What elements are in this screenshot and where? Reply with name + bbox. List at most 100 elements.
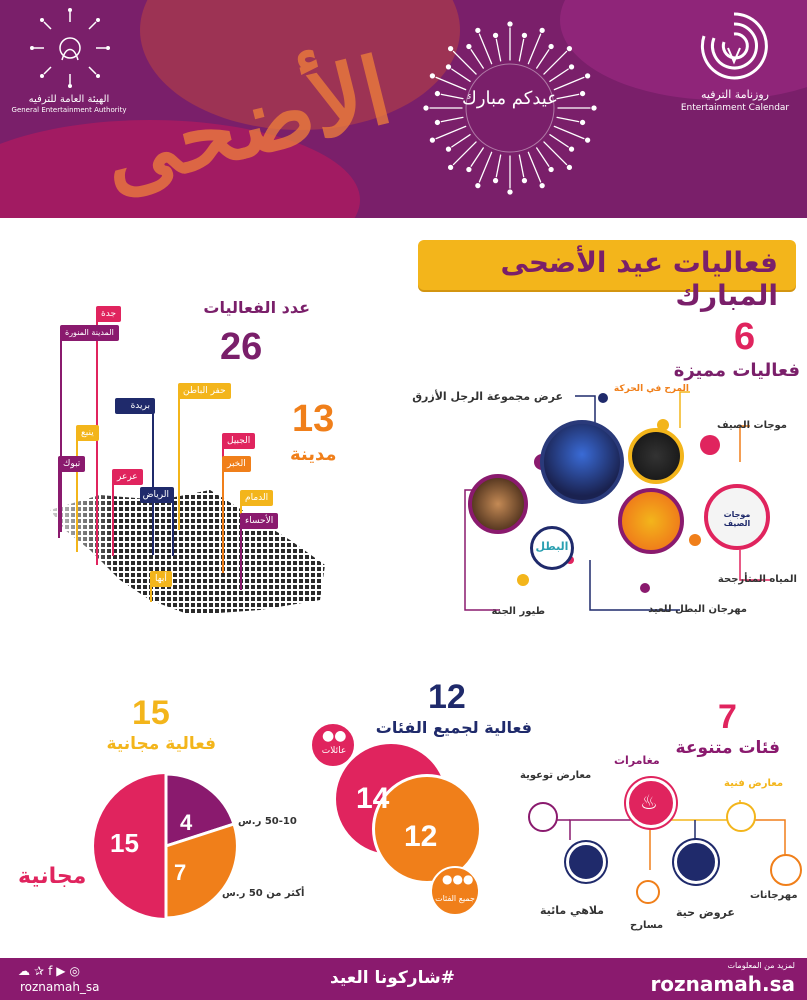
instagram-icon[interactable]: ◎ — [69, 964, 85, 978]
flag-jeddah: جدة — [96, 306, 122, 322]
free-count: 15 — [132, 694, 170, 732]
all-groups-icon: ●●● — [442, 872, 474, 886]
varied-liveshow: عروض حية — [676, 906, 735, 919]
title-banner: فعاليات عيد الأضحى المبارك — [418, 240, 796, 312]
events-count: 26 — [220, 326, 263, 368]
roznamah-logo-icon — [700, 12, 768, 80]
header-banner: الأضحى الهيئة العامة للترفيه General Ent… — [0, 0, 807, 218]
festivals-circle — [770, 854, 802, 886]
site-link[interactable]: roznamah.sa — [650, 972, 795, 996]
featured-fun-circle — [628, 428, 684, 484]
featured-swing-circle — [618, 488, 684, 554]
cities-count: 13 — [292, 398, 335, 440]
pole-buraidah — [152, 405, 154, 555]
calendar-name-en: Entertainment Calendar — [680, 103, 790, 113]
featured-item-summer-waves: موجات الصيف — [717, 420, 787, 431]
pole-ahsa — [240, 520, 242, 590]
free-slice-high-label: أكثر من 50 ر.س — [222, 888, 305, 899]
events-count-label: عدد الفعاليات — [203, 298, 310, 317]
flag-tabuk: تبوك — [58, 456, 86, 472]
featured-wave-thumb-text: موجات الصيف — [723, 510, 751, 528]
flag-arar: عرعر — [112, 469, 143, 485]
flag-yanbu: ينبع — [76, 425, 99, 441]
featured-item-hero: مهرجان البطل للعيد — [648, 604, 747, 615]
eid-firework-icon — [423, 21, 597, 195]
theatres-circle — [636, 880, 660, 904]
pole-riyadh — [172, 494, 174, 556]
varied-waterpark: ملاهي مائية — [540, 904, 604, 917]
all-groups-circle — [372, 774, 482, 884]
liveshow-circle — [674, 840, 718, 884]
adventures-icon: ♨ — [640, 790, 658, 814]
families-icon: ●● — [322, 728, 347, 744]
pole-arar — [112, 476, 114, 556]
varied-art: معارض فنية — [724, 778, 784, 789]
varied-adventures: مغامرات — [614, 754, 660, 767]
gea-name-en: General Entertainment Authority — [11, 106, 127, 114]
flag-hafr: حفر الباطن — [178, 383, 231, 399]
eid-greeting: عيدكم مبارك — [462, 88, 558, 109]
cities-label: مدينة — [290, 444, 337, 465]
featured-blueman-circle — [540, 420, 624, 504]
featured-label: فعاليات مميزة — [673, 360, 800, 381]
all-groups-badge — [430, 866, 480, 916]
social-handle[interactable]: roznamah_sa — [20, 980, 100, 994]
all-categories-count: 12 — [428, 678, 466, 716]
featured-hero-thumb-text: البطل — [535, 540, 569, 553]
families-badge — [310, 722, 356, 768]
social-icons: ☁✰f▶◎ — [18, 964, 84, 978]
featured-kids-circle — [468, 474, 528, 534]
varied-count: 7 — [718, 698, 737, 736]
varied-label: فئات متنوعة — [675, 738, 780, 758]
pole-abha — [150, 578, 152, 602]
pole-tabuk — [58, 463, 60, 538]
flag-madinah: المدينة المنورة — [60, 325, 119, 341]
free-slice-high-value: 7 — [174, 860, 187, 885]
snapchat-icon[interactable]: ☁ — [18, 964, 34, 978]
flag-buraidah: بريدة — [115, 398, 155, 414]
featured-hero-circle — [530, 526, 574, 570]
featured-connectors — [464, 391, 770, 611]
families-label: عائلات — [321, 746, 347, 756]
free-slice-mid-label: 50-10 ر.س — [238, 816, 297, 827]
flag-khobar: الخبر — [222, 456, 251, 472]
free-pie-chart — [94, 772, 239, 920]
featured-wave-circle — [704, 484, 770, 550]
awareness-circle — [528, 802, 558, 832]
featured-count: 6 — [734, 316, 756, 358]
calendar-name-ar: روزنامة الترفيه — [701, 88, 769, 101]
featured-item-birds: طيور الجنة — [491, 606, 545, 617]
all-groups-label: جميع الفئات — [435, 894, 475, 903]
gea-name-ar: الهيئة العامة للترفيه — [28, 94, 110, 105]
flag-abha: أبها — [150, 571, 172, 587]
pole-madinah — [60, 332, 62, 532]
hashtag[interactable]: #شاركونا العيد — [330, 968, 455, 988]
families-value: 14 — [356, 782, 390, 815]
youtube-icon[interactable]: ▶ — [56, 964, 70, 978]
page-title: فعاليات عيد الأضحى المبارك — [500, 246, 778, 312]
featured-item-swinging: المياه المتأرجحة — [717, 574, 797, 585]
free-label: فعالية مجانية — [106, 734, 216, 754]
saudi-map — [40, 470, 340, 620]
flag-ahsa: الأحساء — [240, 513, 279, 529]
art-circle — [726, 802, 756, 832]
pole-yanbu — [76, 432, 78, 552]
varied-festivals: مهرجانات — [750, 890, 798, 901]
all-groups-value: 12 — [404, 820, 438, 853]
free-word: مجانية — [18, 864, 87, 889]
footer: ☁✰f▶◎ roznamah_sa #شاركونا العيد لمزيد م… — [0, 958, 807, 1000]
all-categories-label: فعالية لجميع الفئات — [375, 718, 532, 737]
adventures-circle — [626, 778, 676, 828]
facebook-icon[interactable]: f — [48, 964, 57, 978]
flag-jubail: الجبيل — [222, 433, 256, 449]
gea-logo-icon — [30, 8, 110, 88]
twitter-icon[interactable]: ✰ — [34, 964, 49, 978]
pole-hafr — [178, 390, 180, 530]
featured-item-fun: المرح في الحركة — [613, 384, 689, 394]
waterpark-circle — [566, 842, 606, 882]
free-slice-mid-value: 4 — [180, 810, 193, 835]
more-info-label: لمزيد من المعلومات — [727, 961, 795, 970]
featured-item-blueman: عرض مجموعة الرجل الأزرق — [412, 390, 563, 403]
varied-awareness: معارض توعوية — [520, 770, 592, 781]
flag-dammam: الدمام — [240, 490, 274, 506]
